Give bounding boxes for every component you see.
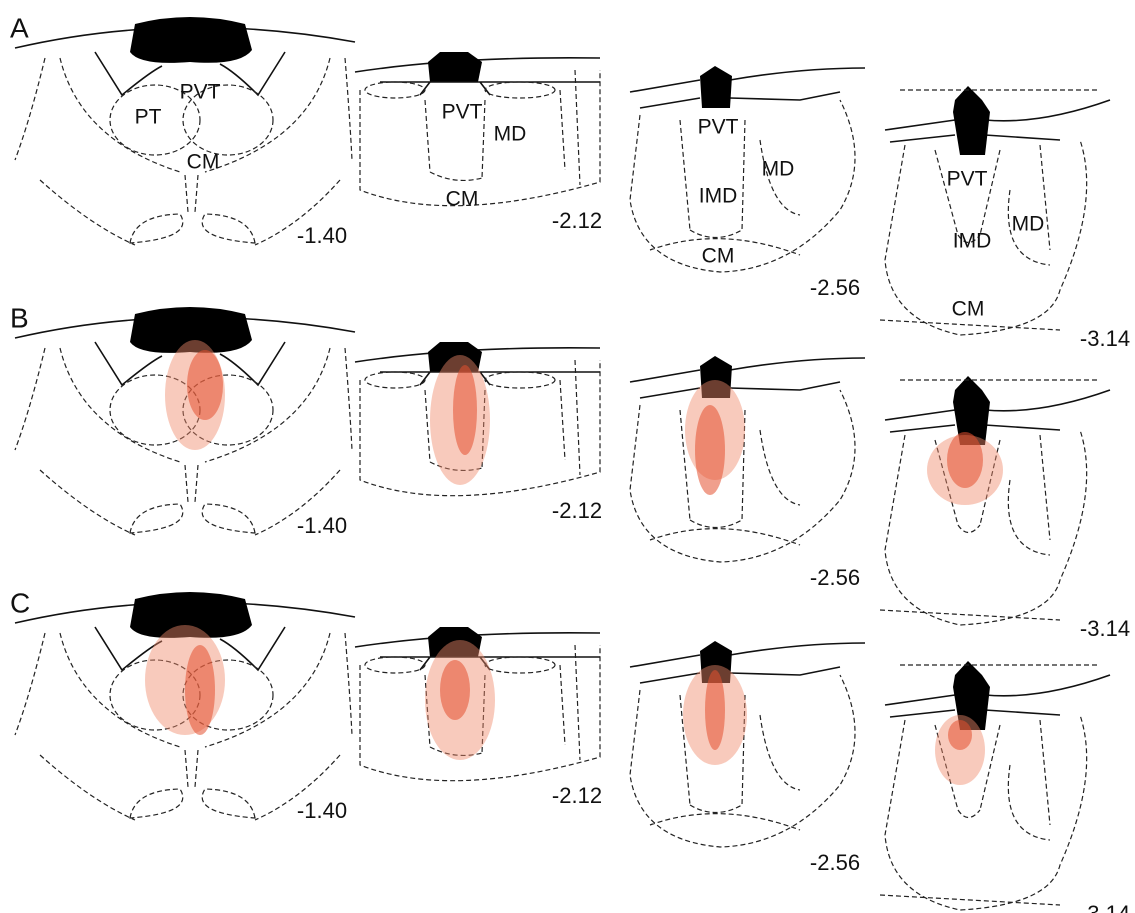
region-label: CM: [702, 245, 735, 268]
coordinate-label: -3.14: [1080, 616, 1130, 641]
coordinate-label: -3.14: [1080, 901, 1130, 913]
region-label: MD: [494, 123, 527, 146]
region-label: IMD: [699, 185, 738, 208]
region-label: CM: [446, 188, 479, 211]
coordinate-label: -1.40: [297, 513, 347, 538]
region-label: CM: [952, 298, 985, 321]
figure: A-1.40PTPVTCM-2.12PVTMDCM-2.56PVTMDIMDCM…: [0, 0, 1135, 913]
region-label: CM: [187, 151, 220, 174]
region-label: MD: [762, 158, 795, 181]
coordinate-label: -3.14: [1080, 326, 1130, 351]
coordinate-label: -2.12: [552, 208, 602, 233]
panel-label: C: [10, 587, 30, 618]
region-label: IMD: [953, 230, 992, 253]
panel-label: B: [10, 302, 29, 333]
coordinate-label: -2.12: [552, 783, 602, 808]
coordinate-label: -2.56: [810, 565, 860, 590]
region-label: PVT: [947, 168, 988, 191]
region-label: PVT: [698, 116, 739, 139]
region-label: MD: [1012, 213, 1045, 236]
panel-label: A: [10, 12, 29, 43]
region-label: PVT: [180, 81, 221, 104]
coordinate-label: -2.12: [552, 498, 602, 523]
region-label: PVT: [442, 101, 483, 124]
coordinate-label: -2.56: [810, 275, 860, 300]
panel-c-sections: [15, 592, 1110, 910]
coordinate-label: -2.56: [810, 850, 860, 875]
coordinate-label: -1.40: [297, 798, 347, 823]
panel-b-sections: [15, 307, 1110, 625]
region-label: PT: [135, 106, 162, 129]
coordinate-label: -1.40: [297, 223, 347, 248]
